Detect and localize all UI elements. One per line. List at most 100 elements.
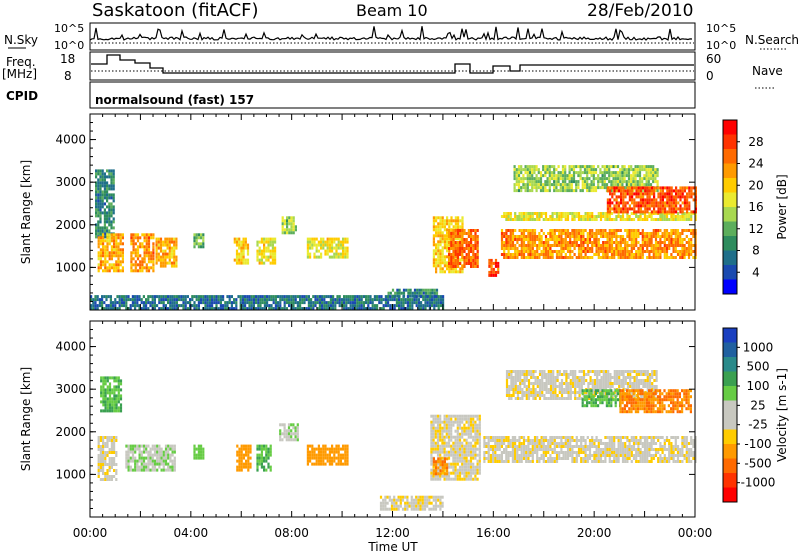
echo-cell <box>106 266 108 269</box>
echo-cell <box>670 215 672 218</box>
echo-cell <box>564 177 566 180</box>
echo-cell <box>607 235 609 238</box>
echo-cell <box>332 304 334 307</box>
echo-cell <box>121 295 123 298</box>
echo-cell <box>646 177 648 180</box>
echo-cell <box>648 244 650 247</box>
echo-cell <box>459 258 461 261</box>
echo-cell <box>167 445 169 448</box>
echo-cell <box>200 445 202 448</box>
echo-cell <box>648 232 650 235</box>
echo-cell <box>463 250 465 253</box>
echo-cell <box>120 397 122 400</box>
echo-cell <box>435 496 437 499</box>
echo-cell <box>259 454 261 457</box>
echo-cell <box>392 289 394 292</box>
echo-cell <box>472 421 474 424</box>
echo-cell <box>404 496 406 499</box>
echo-cell <box>567 212 569 215</box>
echo-cell <box>604 256 606 259</box>
echo-cell <box>514 171 516 174</box>
echo-cell <box>521 238 523 241</box>
freq-label-line2: [MHz] <box>2 67 37 81</box>
echo-cell <box>547 189 549 192</box>
echo-cell <box>435 252 437 255</box>
echo-cell <box>459 219 461 222</box>
echo-cell <box>158 463 160 466</box>
echo-cell <box>472 265 474 268</box>
echo-cell <box>648 250 650 253</box>
echo-cell <box>191 298 193 301</box>
echo-cell <box>521 256 523 259</box>
echo-cell <box>279 432 281 435</box>
echo-cell <box>437 454 439 457</box>
echo-cell <box>468 466 470 469</box>
echo-cell <box>134 466 136 469</box>
echo-cell <box>584 168 586 171</box>
echo-cell <box>582 171 584 174</box>
echo-cell <box>586 183 588 186</box>
echo-cell <box>110 301 112 304</box>
echo-cell <box>655 186 657 189</box>
echo-cell <box>435 508 437 511</box>
echo-cell <box>450 241 452 244</box>
echo-cell <box>316 244 318 247</box>
echo-cell <box>437 424 439 427</box>
echo-cell <box>95 235 97 238</box>
echo-cell <box>98 254 100 257</box>
echo-cell <box>593 186 595 189</box>
echo-cell <box>574 218 576 221</box>
echo-cell <box>437 252 439 255</box>
echo-cell <box>666 201 668 204</box>
echo-cell <box>690 232 692 235</box>
echo-cell <box>267 241 269 244</box>
echo-cell <box>662 186 664 189</box>
echo-cell <box>571 186 573 189</box>
echo-cell <box>312 304 314 307</box>
echo-cell <box>512 241 514 244</box>
echo-cell <box>681 253 683 256</box>
echo-cell <box>346 238 348 241</box>
echo-cell <box>446 424 448 427</box>
echo-cell <box>607 232 609 235</box>
echo-cell <box>418 289 420 292</box>
echo-cell <box>621 165 623 168</box>
echo-cell <box>586 189 588 192</box>
echo-cell <box>633 218 635 221</box>
echo-cell <box>106 181 108 184</box>
echo-cell <box>463 259 465 262</box>
echo-cell <box>635 238 637 241</box>
echo-cell <box>211 298 213 301</box>
echo-cell <box>433 436 435 439</box>
echo-cell <box>582 186 584 189</box>
echo-cell <box>437 439 439 442</box>
echo-cell <box>116 397 118 400</box>
echo-cell <box>431 301 433 304</box>
echo-cell <box>284 228 286 231</box>
echo-cell <box>549 174 551 177</box>
echo-cell <box>466 463 468 466</box>
echo-cell <box>497 262 499 265</box>
echo-cell <box>543 244 545 247</box>
echo-cell <box>569 177 571 180</box>
echo-cell <box>282 222 284 225</box>
echo-cell <box>106 478 108 481</box>
echo-cell <box>293 222 295 225</box>
echo-cell <box>313 244 315 247</box>
echo-cell <box>631 238 633 241</box>
echo-cell <box>573 189 575 192</box>
echo-cell <box>450 466 452 469</box>
echo-cell <box>342 250 344 253</box>
echo-cell <box>384 499 386 502</box>
echo-cell <box>145 445 147 448</box>
echo-cell <box>632 168 634 171</box>
echo-cell <box>148 251 150 254</box>
echo-cell <box>134 301 136 304</box>
echo-cell <box>424 499 426 502</box>
echo-cell <box>620 241 622 244</box>
echo-cell <box>472 256 474 259</box>
echo-cell <box>102 439 104 442</box>
echo-cell <box>631 201 633 204</box>
echo-cell <box>470 259 472 262</box>
echo-cell <box>629 204 631 207</box>
